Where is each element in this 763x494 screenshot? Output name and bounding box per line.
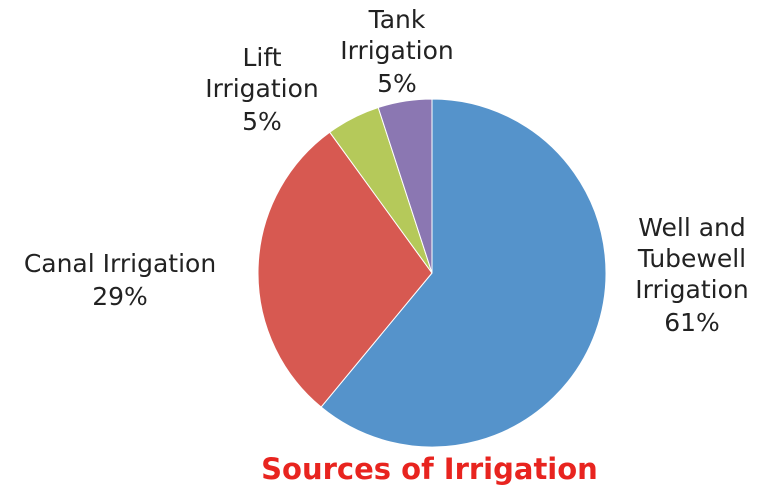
slice-label: Tank Irrigation 5%: [327, 4, 467, 102]
pie-slice: [257, 131, 433, 408]
slice-label: Well and Tubewell Irrigation 61%: [622, 212, 762, 341]
slice-label: Lift Irrigation 5%: [192, 42, 332, 140]
chart-title: Sources of Irrigation: [261, 452, 598, 486]
value-label: 29%: [92, 282, 148, 311]
value-label: 5%: [242, 107, 282, 136]
value-label: 61%: [664, 308, 720, 337]
slice-label: Canal Irrigation 29%: [0, 248, 250, 315]
category-label: Lift Irrigation: [205, 43, 319, 103]
category-label: Tank Irrigation: [340, 5, 454, 65]
pie-slice: [377, 98, 433, 274]
pie-slice: [320, 98, 607, 448]
category-label: Canal Irrigation: [23, 249, 217, 278]
category-label: Well and Tubewell Irrigation: [635, 213, 749, 304]
value-label: 5%: [377, 69, 417, 98]
